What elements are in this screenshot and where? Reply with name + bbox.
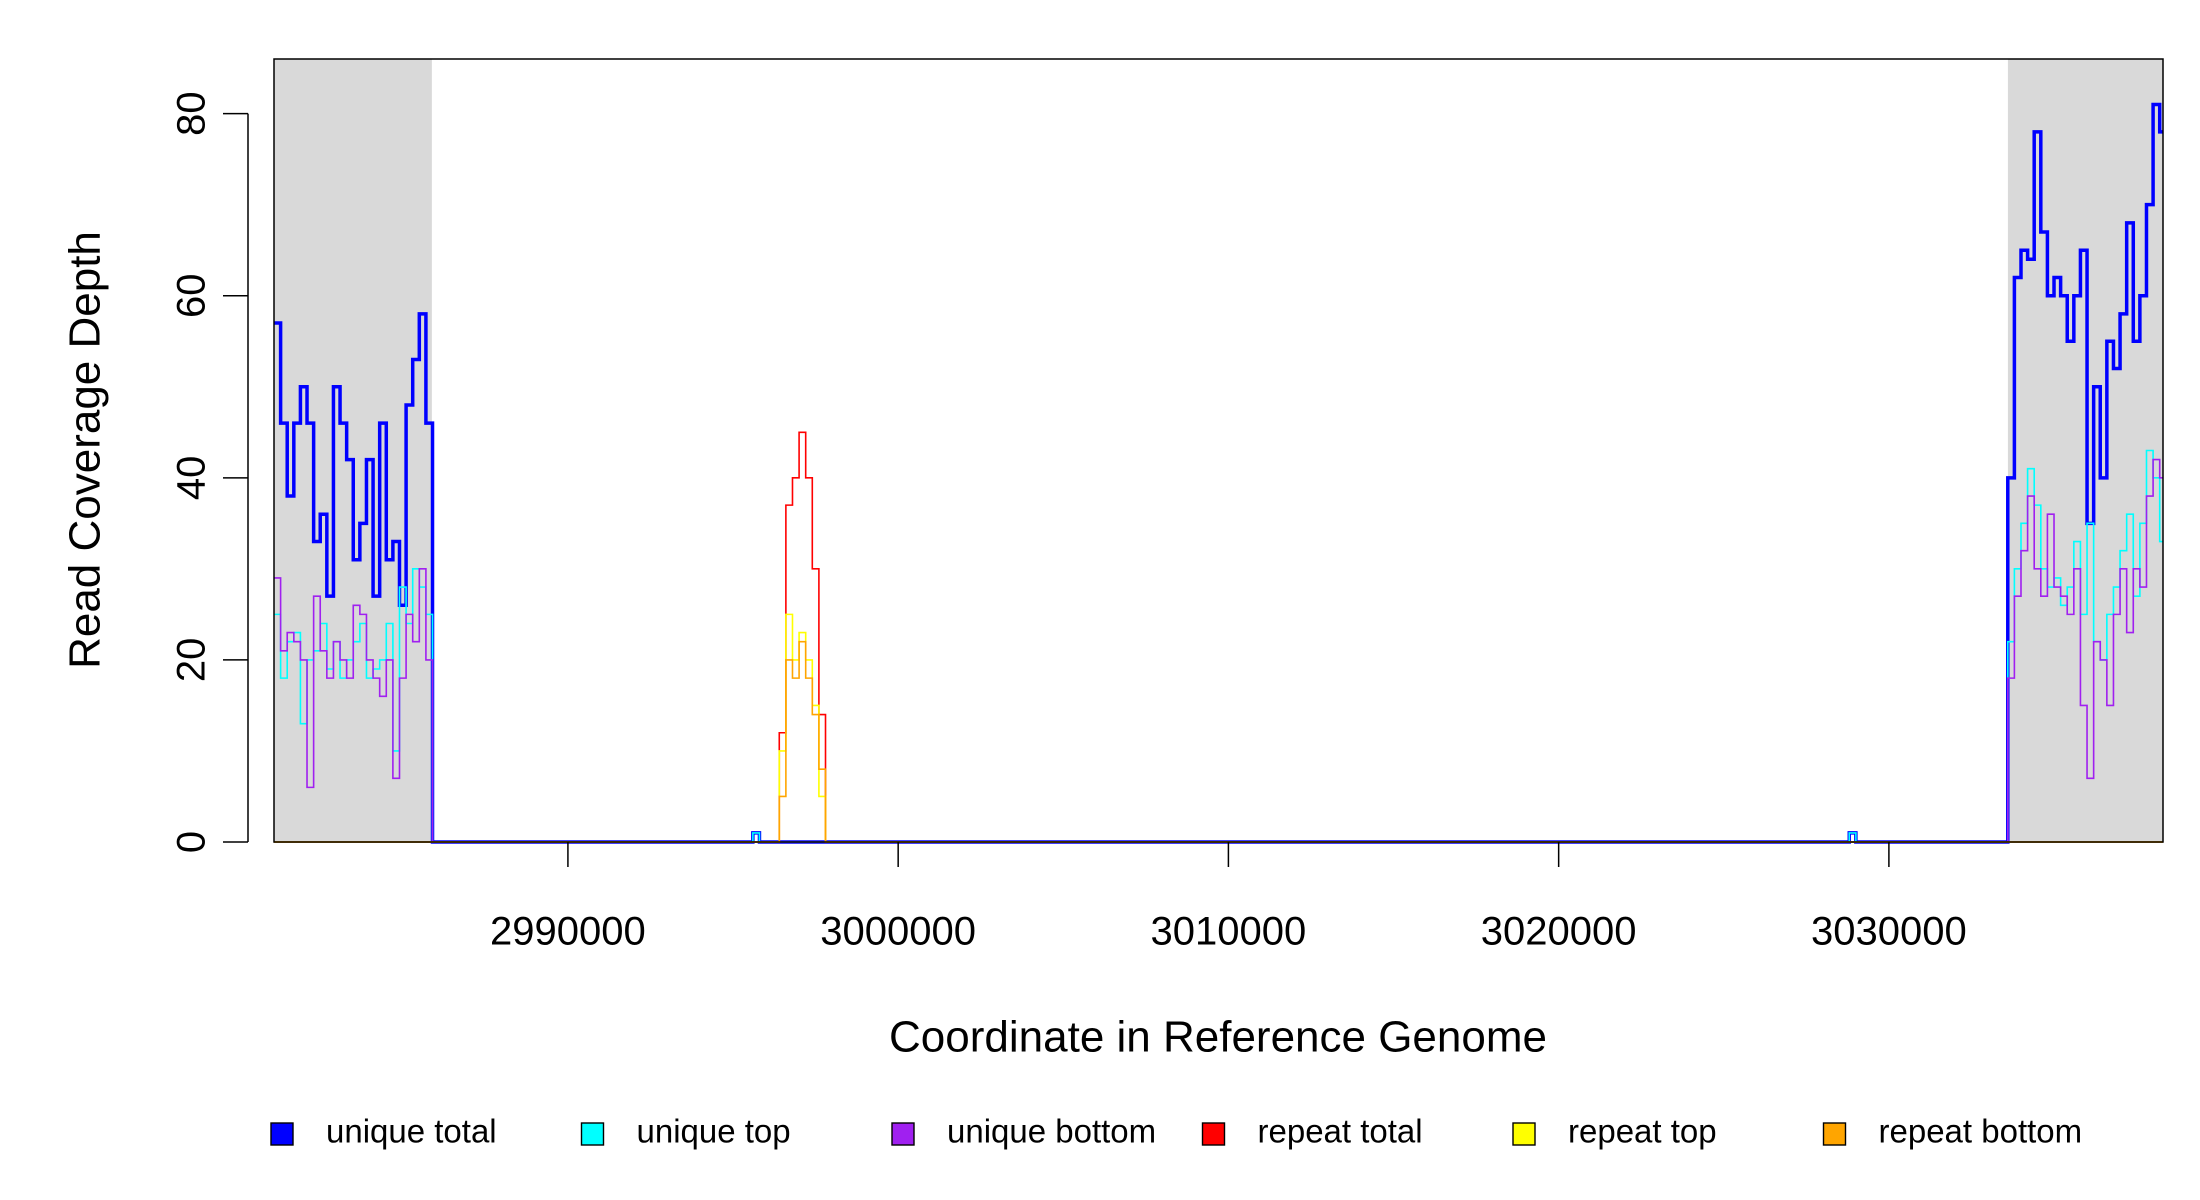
series-line [274,449,2163,843]
legend-swatch [891,1122,915,1146]
legend-swatch [1201,1122,1226,1146]
y-tick-label: 20 [170,638,214,683]
series-line [274,458,2163,843]
shaded-region [274,59,432,842]
x-tick-label: 2990000 [490,910,646,954]
legend-swatch [1512,1122,1536,1146]
plot-frame [273,58,2164,843]
legend-label: repeat bottom [1879,1113,2083,1150]
legend-swatch [270,1122,294,1146]
series-line [274,640,2163,843]
x-tick-label: 3000000 [820,910,976,954]
legend-label: repeat top [1568,1113,1717,1150]
y-tick-label: 60 [170,273,214,318]
legend-label: unique top [637,1113,791,1150]
y-tick-label: 40 [170,456,214,501]
legend-swatch [1822,1122,1847,1146]
legend-label: unique bottom [947,1113,1156,1150]
series-line [274,431,2163,843]
series-line [274,613,2163,843]
legend-label: repeat total [1258,1113,1423,1150]
y-axis-title: Read Coverage Depth [61,231,110,669]
y-tick-label: 0 [170,831,214,853]
legend-label: unique total [326,1113,497,1150]
y-tick-label: 80 [170,91,214,135]
x-tick-label: 3020000 [1481,910,1637,954]
series-line [274,102,2163,844]
legend-swatch [580,1122,605,1146]
x-tick-label: 3010000 [1151,910,1307,954]
x-axis-title: Coordinate in Reference Genome [889,1013,1547,1062]
x-tick-label: 3030000 [1811,910,1967,954]
